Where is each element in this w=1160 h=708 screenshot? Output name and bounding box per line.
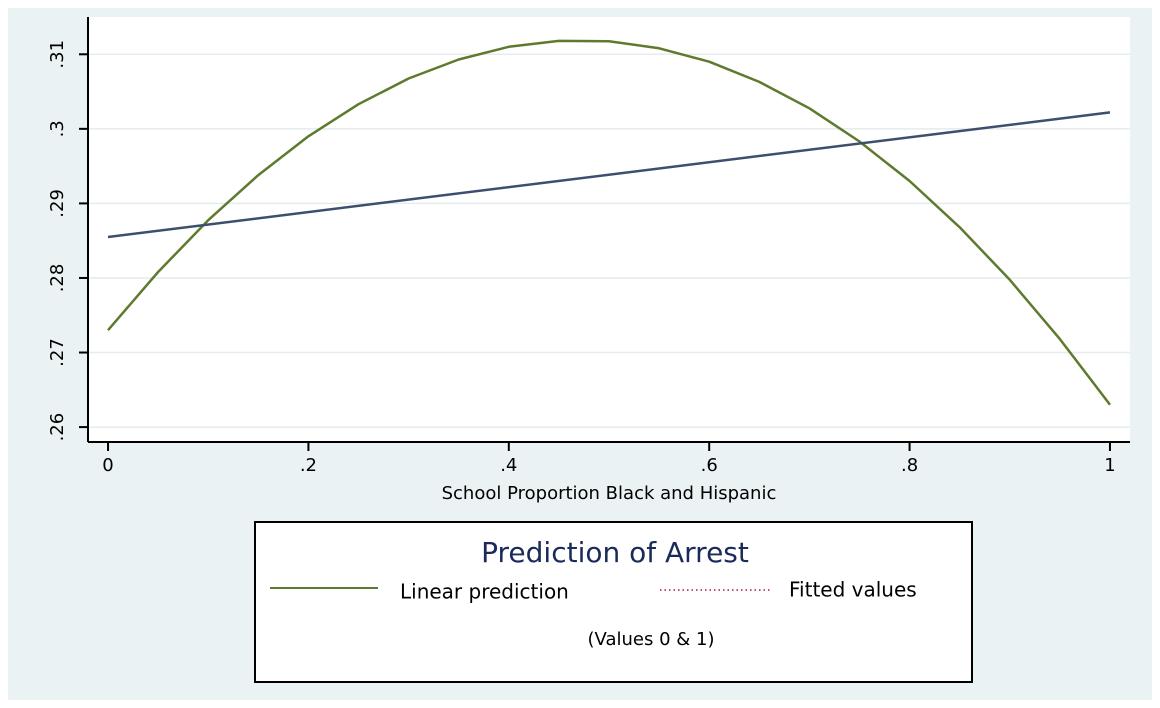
plot-area [88, 17, 1130, 442]
grid [88, 53, 1130, 428]
series-line [107, 111, 1111, 239]
y-tick-label: .29 [47, 189, 68, 218]
legend-title: Prediction of Arrest [481, 536, 749, 569]
x-tick-label: 0 [102, 455, 113, 476]
y-tick-label: .26 [47, 413, 68, 442]
legend-label: Linear prediction [400, 580, 569, 604]
x-tick-label: .2 [300, 455, 317, 476]
ticks: .26 .27 .28 .29 .3 .31 0 .2 .4 .6 .8 1 [47, 40, 1116, 476]
legend-label: Fitted values [789, 578, 917, 602]
lines [107, 39, 1111, 406]
x-tick-label: .4 [500, 455, 517, 476]
x-tick-label: 1 [1104, 455, 1115, 476]
legend-entries: Linear prediction Fitted values [270, 578, 917, 604]
y-tick-label: .28 [47, 264, 68, 293]
y-tick-label: .31 [47, 40, 68, 69]
series-line [107, 39, 1111, 406]
y-tick-label: .27 [47, 338, 68, 367]
x-axis-label: School Proportion Black and Hispanic [442, 483, 777, 504]
x-tick-label: .8 [901, 455, 918, 476]
x-tick-label: .6 [701, 455, 718, 476]
legend-note: (Values 0 & 1) [588, 629, 715, 650]
y-tick-label: .3 [47, 120, 68, 137]
legend [254, 521, 973, 683]
